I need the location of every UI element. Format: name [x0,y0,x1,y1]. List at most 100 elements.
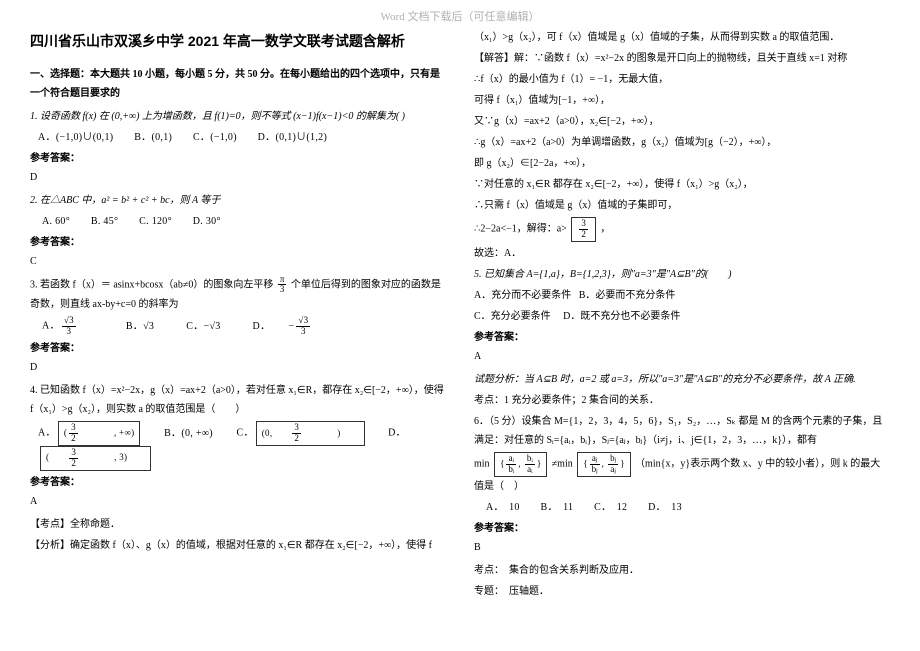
q6-opt-d: D． 13 [648,502,682,513]
q5-opt-c: C．充分必要条件 [474,311,551,322]
min-box-1: {aᵢbᵢ, bᵢaᵢ} [494,452,547,477]
watermark-text: Word 文档下载后（可任意编辑） [381,8,540,24]
frac-den: 3 [278,285,287,295]
paren: , 3) [114,452,127,462]
question-1: 1. 设奇函数 f(x) 在 (0,+∞) 上为增函数，且 f(1)=0，则不等… [30,107,446,126]
r-line5: 又∵g（x）=ax+2（a>0），x₂∈[−2，+∞）， [474,112,890,131]
q4-fenxi: 【分析】确定函数 f（x）、g（x）的值域，根据对任意的 x₁∈R 都存在 x₂… [30,536,446,555]
question-2: 2. 在△ABC 中，a² = b² + c² + bc，则 A 等于 [30,191,446,210]
answer-label: 参考答案： [30,233,446,252]
q6-answer: B [474,538,890,557]
q3-opt-b: B．√3 [126,321,154,332]
r-line10: ∴2−2a<−1，解得：a> 32 ， [474,217,890,242]
q1-text: 1. 设奇函数 f(x) 在 (0,+∞) 上为增函数，且 f(1)=0，则不等… [30,111,405,122]
kaodian-label: 【考点】 [30,519,70,530]
frac-den: bᵢ [506,465,516,475]
right-column: （x₁）>g（x₂），可 f（x）值域是 g（x）值域的子集，从而得到实数 a … [474,28,890,603]
frac-den: aᵢ [525,465,535,475]
q1-opt-d: D．(0,1)∪(1,2) [258,132,327,143]
frac-den: 3 [62,327,76,337]
q6-kaodian: 考点： 集合的包含关系判断及应用． [474,561,890,580]
q3-answer: D [30,358,446,377]
r-line3: ∴f（x）的最小值为 f（1）= −1，无最大值， [474,70,890,89]
q3-opt-d-pre: D． [253,321,271,332]
r-jiedao: 【解答】解：∵函数 f（x）=x²−2x 的图象是开口向上的抛物线，且关于直线 … [474,49,890,68]
section-heading: 一、选择题：本大题共 10 小题，每小题 5 分，共 50 分。在每小题给出的四… [30,65,446,103]
question-6: 6．（5 分）设集合 M={1，2，3，4，5，6}，S₁，S₂，…，Sₖ 都是… [474,412,890,450]
q6-zhuanti: 专题： 压轴题． [474,582,890,601]
answer-label: 参考答案： [30,473,446,492]
q5-opt-d: D．既不充分也不必要条件 [563,311,680,322]
q4-opt-b: B．(0, +∞) [164,428,213,439]
q3-options: A．√33 B．√3 C．−√3 D．−√33 [42,316,446,337]
q5-opts-row2: C．充分必要条件 D．既不充分也不必要条件 [474,307,890,326]
r-line6: ∴g（x）=ax+2（a>0）为单调增函数，g（x₂）值域为[g（−2），+∞）… [474,133,890,152]
q4-opt-c-box: (0,32) [256,421,365,446]
kaodian-text: 全称命题． [70,519,120,530]
paren: ( [46,452,49,462]
q3-text-a: 3. 若函数 f（x）＝ asinx+bcosx（ab≠0）的图象向左平移 [30,279,273,290]
q3-opt-a-frac: √33 [62,316,94,337]
q1-options: A．(−1,0)∪(0,1) B．(0,1) C．(−1,0) D．(0,1)∪… [38,128,446,147]
paren: ) [337,428,340,438]
q2-opt-b: B. 45° [91,216,118,227]
q4-kaodian: 【考点】全称命题． [30,515,446,534]
frac-den: 2 [69,459,78,469]
frac-den: 2 [579,230,588,240]
q1-answer: D [30,168,446,187]
frac-den: bⱼ [590,465,600,475]
q6-options: A． 10 B． 11 C． 12 D． 13 [486,498,890,517]
q6-opt-a: A． 10 [486,502,520,513]
q1-opt-a: A．(−1,0)∪(0,1) [38,132,113,143]
q4-answer: A [30,492,446,511]
q4-opt-d-box: (32, 3) [40,446,151,471]
r-line8: ∵对任意的 x₁∈R 都存在 x₂∈[−2，+∞），使得 f（x₁）>g（x₂）… [474,175,890,194]
page-container: 四川省乐山市双溪乡中学 2021 年高一数学文联考试题含解析 一、选择题：本大题… [0,0,920,603]
q3-opt-c: C．−√3 [186,321,220,332]
q2-opt-c: C. 120° [139,216,172,227]
answer-label: 参考答案： [30,339,446,358]
r-line1: （x₁）>g（x₂），可 f（x）值域是 g（x）值域的子集，从而得到实数 a … [474,28,890,47]
answer-label: 参考答案： [474,328,890,347]
paren: (0, [262,428,273,438]
q6-min-expr: min {aᵢbᵢ, bᵢaᵢ} ≠min {aⱼbⱼ, bⱼaⱼ} （min{… [474,452,890,496]
q5-answer: A [474,347,890,366]
frac-den: aⱼ [608,465,618,475]
answer-label: 参考答案： [474,519,890,538]
question-3: 3. 若函数 f（x）＝ asinx+bcosx（ab≠0）的图象向左平移 π3… [30,275,446,315]
q5-opt-a: A．充分而不必要条件 [474,290,571,301]
frac-box: 32 [571,217,596,242]
frac-den: 2 [69,434,78,444]
q6-opt-c: C． 12 [594,502,627,513]
q5-kaodian: 考点：1 充分必要条件；2 集合间的关系． [474,391,890,410]
q2-answer: C [30,252,446,271]
r-line7: 即 g（x₂）∈[2−2a，+∞）， [474,154,890,173]
neq-min: ≠min [552,458,573,469]
q2-opt-a: A. 60° [42,216,70,227]
q5-opts-row1: A．充分而不必要条件 B．必要而不充分条件 [474,286,890,305]
frac-den: 3 [296,327,310,337]
r-line10a: ∴2−2a<−1，解得：a> [474,223,567,234]
q1-opt-c: C．(−1,0) [193,132,237,143]
answer-label: 参考答案： [30,149,446,168]
q5-opt-b: B．必要而不充分条件 [579,290,676,301]
question-4: 4. 已知函数 f（x）=x²−2x，g（x）=ax+2（a>0），若对任意 x… [30,381,446,419]
jiedao-label: 【解答】 [474,53,514,64]
r-line9: ∴只需 f（x）值域是 g（x）值域的子集即可， [474,196,890,215]
r-line10b: ， [600,223,610,234]
frac-den: 2 [292,434,301,444]
jiedao-text: 解：∵函数 f（x）=x²−2x 的图象是开口向上的抛物线，且关于直线 x=1 … [514,53,847,64]
fenxi-text: 确定函数 f（x）、g（x）的值域，根据对任意的 x₁∈R 都存在 x₂∈[−2… [70,540,432,551]
r-line11: 故选：A． [474,244,890,263]
q1-opt-b: B．(0,1) [134,132,172,143]
q6-opt-b: B． 11 [541,502,574,513]
r-line4: 可得 f（x₁）值域为[−1，+∞）， [474,91,890,110]
fenxi-label: 【分析】 [30,540,70,551]
left-column: 四川省乐山市双溪乡中学 2021 年高一数学文联考试题含解析 一、选择题：本大题… [30,28,446,603]
q3-fraction: π3 [278,275,287,296]
min-label: min [474,458,490,469]
min-box-2: {aⱼbⱼ, bⱼaⱼ} [577,452,630,477]
q4-opt-a-box: (32, +∞) [58,421,141,446]
q2-options: A. 60° B. 45° C. 120° D. 30° [42,212,446,231]
q5-fenxi: 试题分析：当 A⊆B 时，a=2 或 a=3，所以"a=3"是"A⊆B"的充分不… [474,370,890,389]
